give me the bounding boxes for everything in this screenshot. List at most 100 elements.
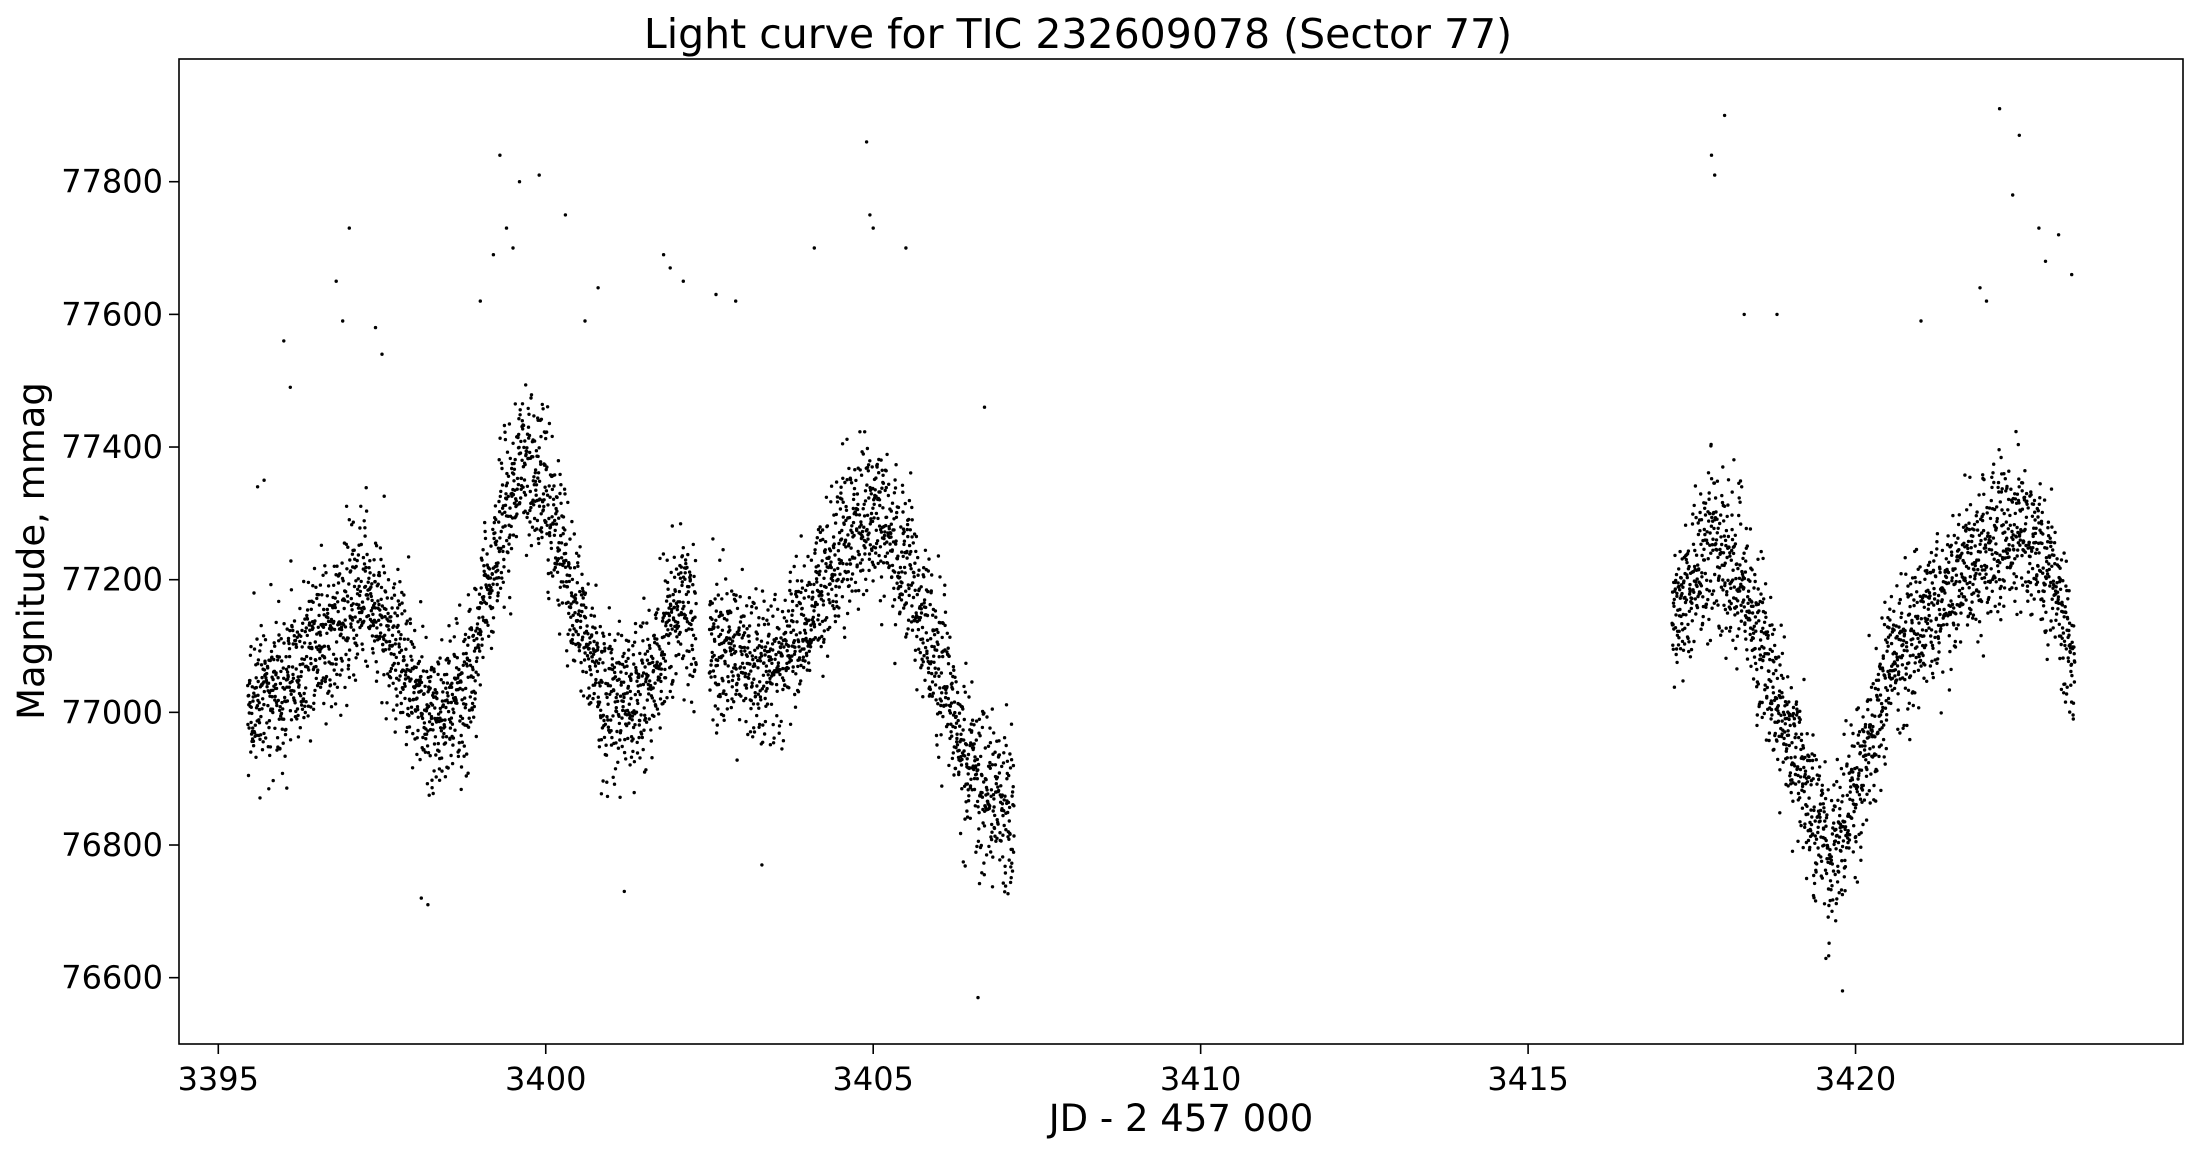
data-point xyxy=(850,589,854,593)
data-point xyxy=(635,740,639,745)
data-point xyxy=(900,483,905,487)
data-point xyxy=(1704,538,1709,542)
data-point xyxy=(555,562,559,566)
data-point xyxy=(716,625,720,629)
data-point xyxy=(1943,591,1947,595)
data-point xyxy=(343,618,347,622)
data-point xyxy=(823,548,827,552)
data-point xyxy=(643,716,648,721)
data-point xyxy=(920,625,925,630)
data-point xyxy=(976,839,981,843)
data-point xyxy=(773,592,777,597)
data-point xyxy=(1904,572,1908,576)
data-point xyxy=(856,502,860,507)
data-point xyxy=(1770,701,1774,706)
data-point xyxy=(681,600,685,604)
data-point xyxy=(1752,655,1757,659)
data-point xyxy=(280,659,284,663)
data-point xyxy=(1911,637,1915,641)
data-point xyxy=(1899,615,1903,620)
data-point xyxy=(525,446,529,450)
data-point xyxy=(506,514,510,518)
data-point xyxy=(1835,897,1839,901)
data-point xyxy=(573,611,577,615)
data-point xyxy=(799,663,803,668)
data-point xyxy=(900,570,904,574)
data-point xyxy=(490,572,494,576)
data-point xyxy=(865,446,870,451)
data-point xyxy=(356,606,361,610)
data-point xyxy=(1927,602,1931,607)
data-point xyxy=(652,633,656,637)
data-point xyxy=(446,709,451,714)
data-point xyxy=(639,713,643,717)
data-point xyxy=(274,620,278,625)
data-point xyxy=(314,658,318,662)
data-point xyxy=(1859,845,1863,849)
data-point xyxy=(503,437,508,442)
data-point xyxy=(649,728,653,732)
data-point xyxy=(1922,605,1927,609)
data-point xyxy=(567,611,571,616)
data-point xyxy=(973,804,977,808)
data-point xyxy=(640,674,644,678)
data-point xyxy=(247,681,252,685)
data-point xyxy=(1946,534,1950,538)
data-point xyxy=(1763,683,1767,687)
data-point xyxy=(463,632,468,637)
data-point xyxy=(257,701,261,705)
data-point xyxy=(1010,794,1014,798)
data-point xyxy=(1958,640,1963,644)
data-point xyxy=(810,590,815,594)
data-point xyxy=(1001,881,1005,885)
data-point xyxy=(394,676,399,680)
data-point xyxy=(439,710,443,714)
data-point xyxy=(676,640,680,644)
data-point xyxy=(756,692,760,696)
data-point xyxy=(646,637,650,641)
data-point xyxy=(1761,658,1765,663)
data-point xyxy=(1835,880,1840,884)
data-point xyxy=(1917,621,1921,625)
data-point xyxy=(247,726,251,730)
data-point xyxy=(1688,655,1693,659)
data-point xyxy=(1829,855,1834,859)
data-point xyxy=(475,656,479,660)
data-point xyxy=(1808,845,1812,850)
data-point xyxy=(893,486,898,490)
data-point xyxy=(1917,640,1922,644)
data-point xyxy=(1756,682,1761,686)
data-point xyxy=(970,680,974,684)
data-point xyxy=(852,533,856,538)
data-point xyxy=(612,782,617,786)
data-point xyxy=(287,665,291,669)
data-point xyxy=(1961,525,1966,529)
data-point xyxy=(1826,845,1830,849)
data-point xyxy=(773,639,777,643)
data-point xyxy=(327,689,331,693)
data-point xyxy=(1894,652,1899,656)
data-point xyxy=(397,642,401,646)
data-point xyxy=(1730,490,1734,494)
data-point xyxy=(1717,566,1722,570)
data-point xyxy=(502,557,506,562)
data-point xyxy=(561,580,565,584)
data-point xyxy=(1671,622,1675,627)
data-point xyxy=(809,558,814,562)
data-point xyxy=(847,466,851,471)
data-point xyxy=(817,590,821,594)
data-point xyxy=(609,718,613,722)
data-point xyxy=(1909,593,1913,597)
data-point xyxy=(1838,785,1842,790)
data-point xyxy=(295,635,299,639)
data-point xyxy=(868,543,872,547)
data-point xyxy=(282,717,286,721)
data-point xyxy=(873,546,878,550)
data-point xyxy=(854,589,858,593)
data-point xyxy=(1951,513,1955,518)
data-point xyxy=(1769,707,1774,712)
data-point xyxy=(560,601,565,605)
data-point xyxy=(1790,741,1794,745)
data-point xyxy=(580,638,584,642)
data-point xyxy=(1896,708,1900,712)
